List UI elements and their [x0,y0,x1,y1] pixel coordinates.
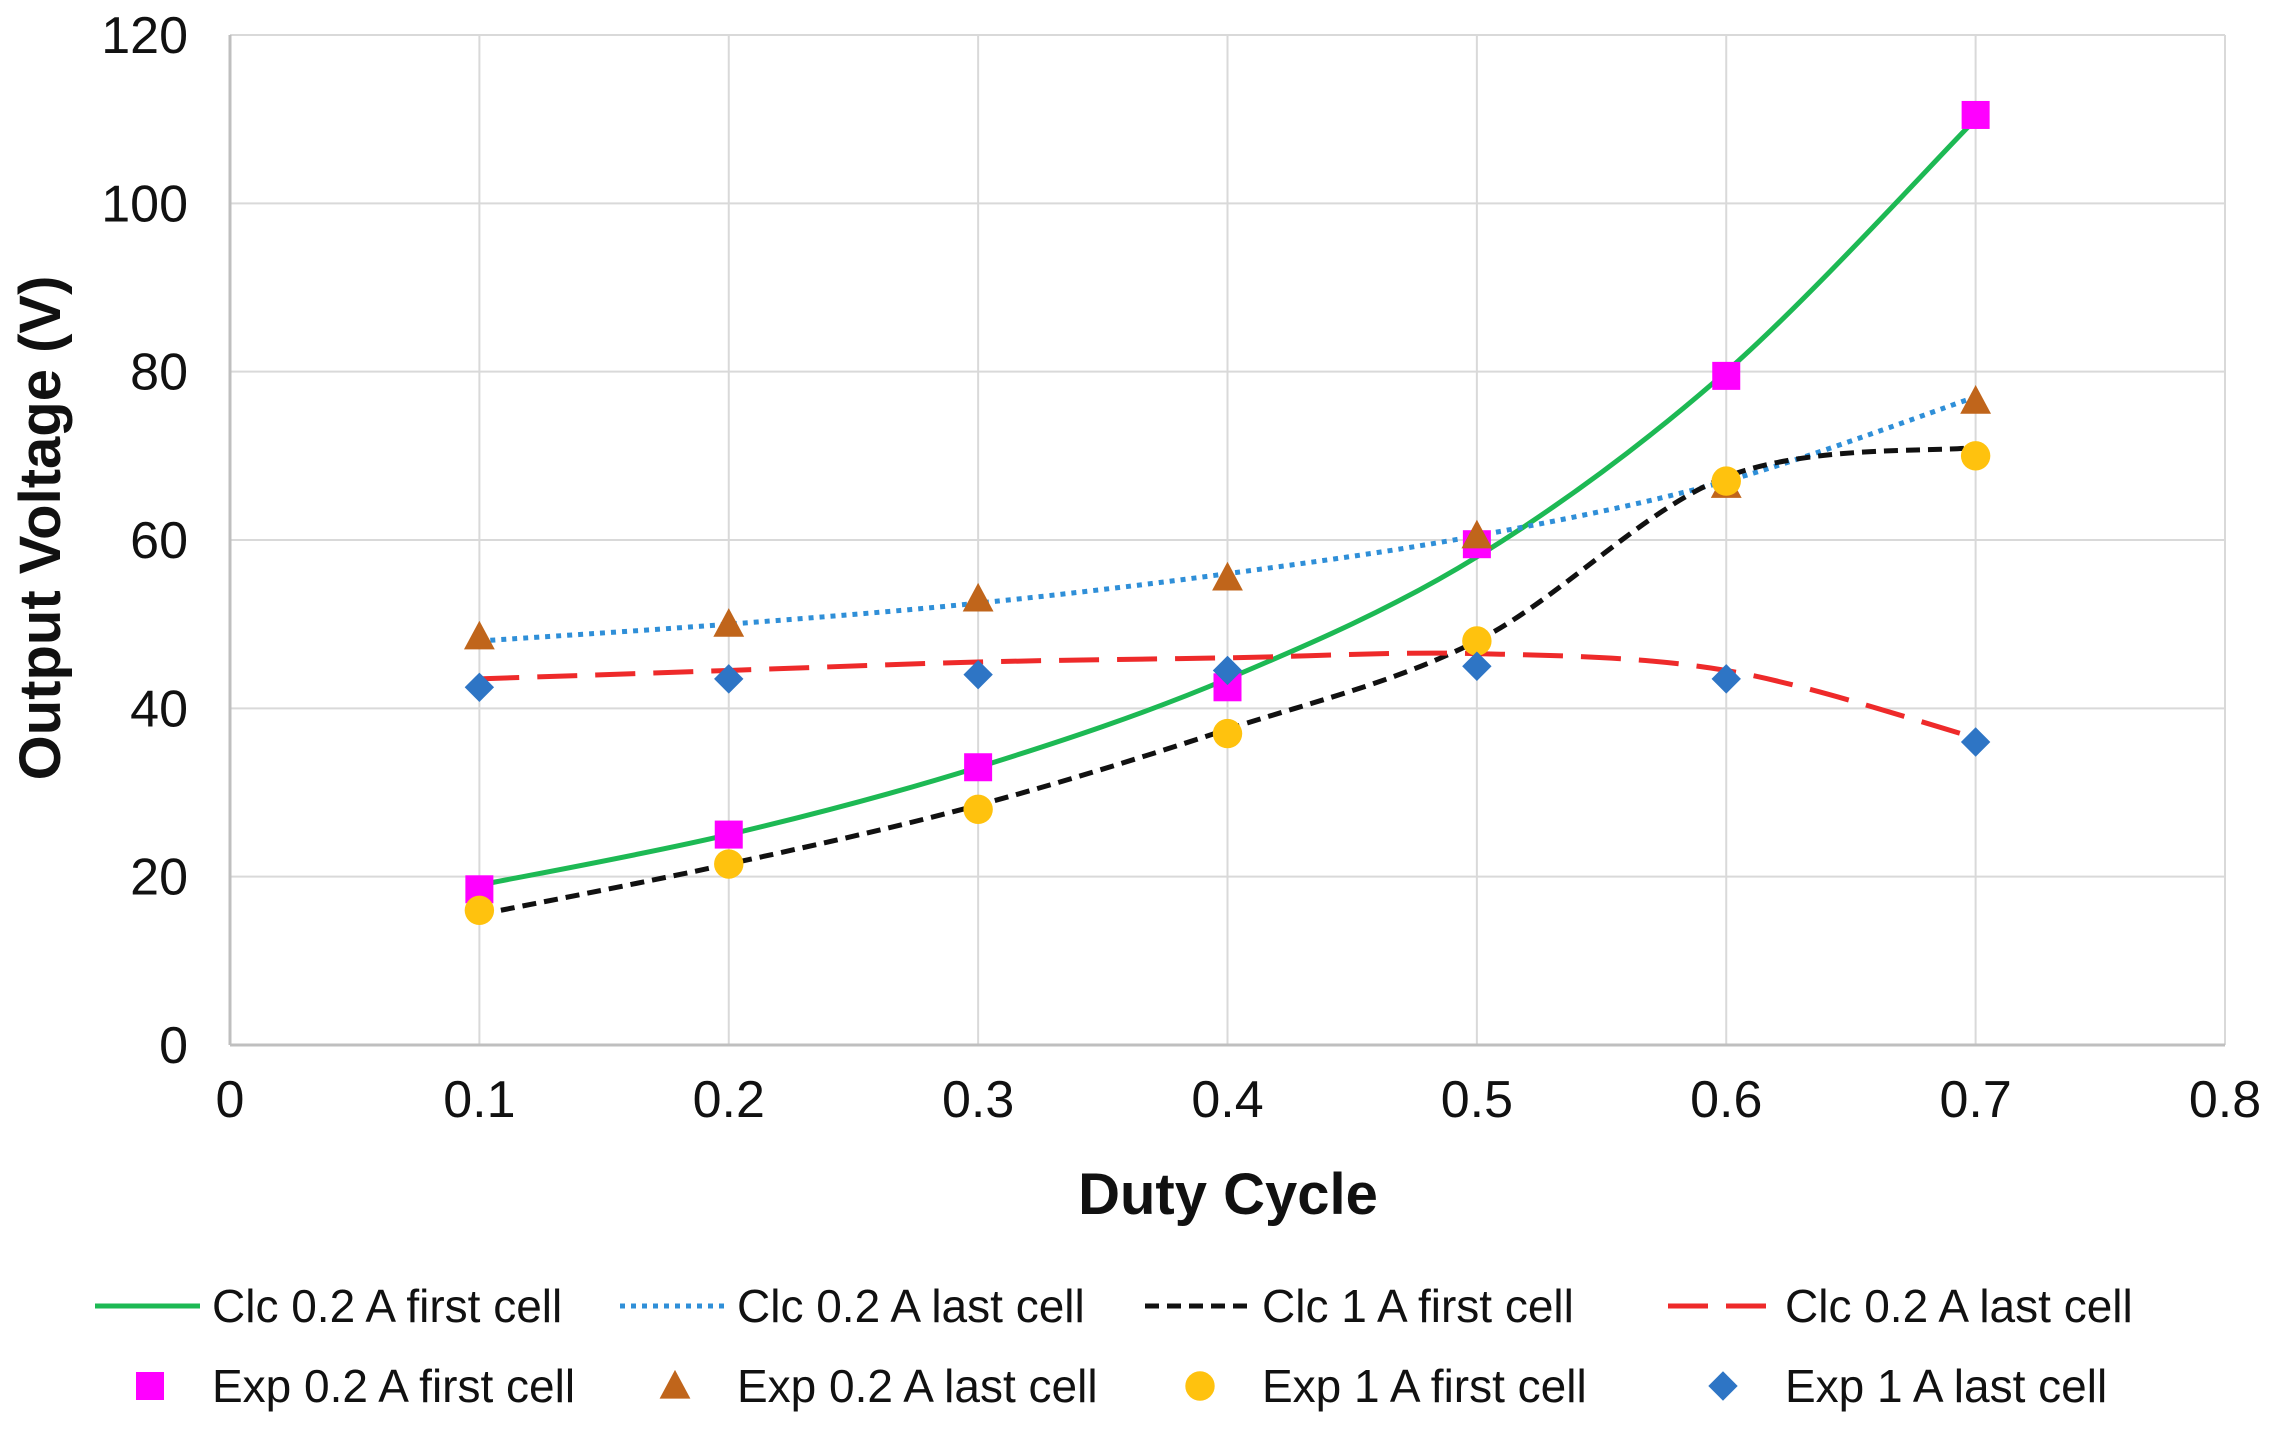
legend: Clc 0.2 A first cell Clc 0.2 A last cell C… [95,1280,2133,1412]
x-tick-label: 0.4 [1191,1071,1263,1129]
legend-item-exp-1-first: Exp 1 A first cell [1185,1360,1587,1412]
legend-label: Clc 1 A first cell [1262,1280,1574,1332]
grid-layer [230,34,2226,1045]
y-tick-label: 80 [130,344,188,402]
exp-02-first-point [1712,361,1741,390]
x-tick-label: 0.5 [1441,1071,1513,1129]
legend-item-clc-1-first: Clc 1 A first cell [1145,1280,1574,1332]
legend-label: Clc 0.2 A last cell [1785,1280,2133,1332]
x-tick-label: 0.3 [942,1071,1014,1129]
x-tick-label: 0.1 [443,1071,515,1129]
legend-label: Exp 1 A first cell [1262,1360,1587,1412]
exp-1-last-point [714,664,744,694]
x-axis-title: Duty Cycle [1078,1162,1378,1227]
y-tick-label: 40 [130,680,188,738]
exp-1-last-point [1212,655,1243,686]
exp-02-last-point [713,608,745,637]
exp-02-last-point [962,582,994,612]
legend-label: Exp 1 A last cell [1785,1360,2107,1412]
legend-swatch [1708,1371,1738,1401]
x-tick-label: 0.6 [1690,1071,1762,1129]
exp-02-last-point [1960,385,1992,414]
exp-1-first-point [464,895,495,926]
exp-1-first-point [1711,466,1741,496]
y-tick-label: 0 [159,1017,188,1075]
exp-02-last-point [463,620,495,650]
x-tick-label: 0.8 [2189,1071,2261,1129]
legend-item-clc-02-last-red: Clc 0.2 A last cell [1668,1280,2133,1332]
exp-1-last-point [963,659,993,690]
exp-1-first-point [714,849,744,879]
legend-label: Exp 0.2 A last cell [737,1360,1098,1412]
legend-swatch [136,1372,164,1400]
legend-item-clc-02-last: Clc 0.2 A last cell [620,1280,1085,1332]
legend-label: Clc 0.2 A last cell [737,1280,1085,1332]
legend-label: Clc 0.2 A first cell [212,1280,562,1332]
exp-1-first-point [1212,718,1243,749]
exp-02-first-point [1961,100,1990,129]
y-tick-label: 100 [101,175,188,233]
y-axis-title: Output Voltage (V) [8,276,73,781]
exp-1-first-point [1960,441,1991,471]
axis-layer [228,35,2225,1047]
exp-1-first-point [1462,626,1492,656]
exp-1-last-point [1711,664,1741,694]
x-tick-label: 0.2 [693,1071,765,1129]
y-tick-label: 20 [130,849,188,907]
exp-02-first-point [714,820,743,849]
y-tick-label: 120 [101,7,188,65]
exp-02-last-point [1461,519,1493,549]
legend-swatch [659,1369,691,1399]
legend-item-exp-1-last: Exp 1 A last cell [1708,1360,2107,1412]
exp-02-last-point [1212,561,1243,591]
exp-1-first-point [963,794,993,825]
marker-layer [463,100,1992,926]
exp-1-last-point [1960,727,1991,757]
exp-1-last-point [1462,651,1492,681]
exp-02-first-point [964,753,993,782]
exp-1-last-point [464,672,495,702]
y-tick-label: 60 [130,512,188,570]
legend-swatch [1185,1371,1215,1401]
legend-item-exp-02-last: Exp 0.2 A last cell [659,1360,1098,1412]
legend-label: Exp 0.2 A first cell [212,1360,575,1412]
legend-item-clc-02-first: Clc 0.2 A first cell [95,1280,562,1332]
x-tick-label: 0 [216,1071,245,1129]
x-tick-label: 0.7 [1939,1071,2011,1129]
tick-label-layer: 0 20 40 60 80 100 120 0 0.1 0.2 0.3 0.4 0.5 0.6 0.7 0.8 [101,7,2261,1129]
legend-item-exp-02-first: Exp 0.2 A first cell [136,1360,575,1412]
